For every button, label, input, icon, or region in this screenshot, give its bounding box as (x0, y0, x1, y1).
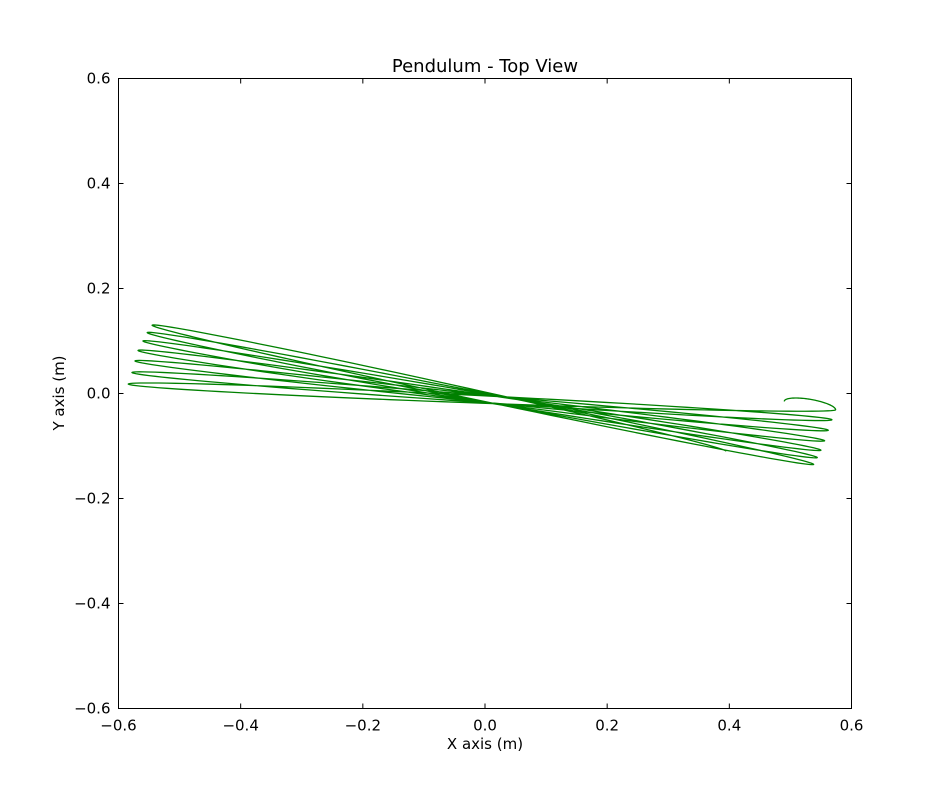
trajectory-line (127, 324, 837, 466)
y-tick-label: −0.2 (74, 490, 110, 508)
ticks: −0.6 −0.4 −0.2 0.0 0.2 0.4 0.6 −0.6 −0.4 −0.2 0.0 0… (74, 70, 863, 735)
y-axis-label: Y axis (m) (50, 355, 68, 431)
y-tick-label: −0.6 (74, 700, 110, 718)
x-tick-label: 0.4 (717, 717, 741, 735)
x-tick-label: −0.4 (222, 717, 258, 735)
y-tick-label: 0.2 (87, 280, 111, 298)
chart-title: Pendulum - Top View (392, 56, 578, 77)
x-tick-label: 0.0 (473, 717, 497, 735)
x-tick-label: −0.2 (345, 717, 381, 735)
x-tick-label: 0.2 (595, 717, 619, 735)
x-tick-label: 0.6 (840, 717, 864, 735)
x-tick-label: −0.6 (100, 717, 136, 735)
y-tick-label: 0.4 (87, 175, 111, 193)
y-tick-label: 0.6 (87, 70, 111, 88)
y-tick-label: 0.0 (87, 385, 111, 403)
y-tick-label: −0.4 (74, 595, 110, 613)
plot-area (127, 324, 837, 466)
x-axis-label: X axis (m) (447, 735, 523, 753)
